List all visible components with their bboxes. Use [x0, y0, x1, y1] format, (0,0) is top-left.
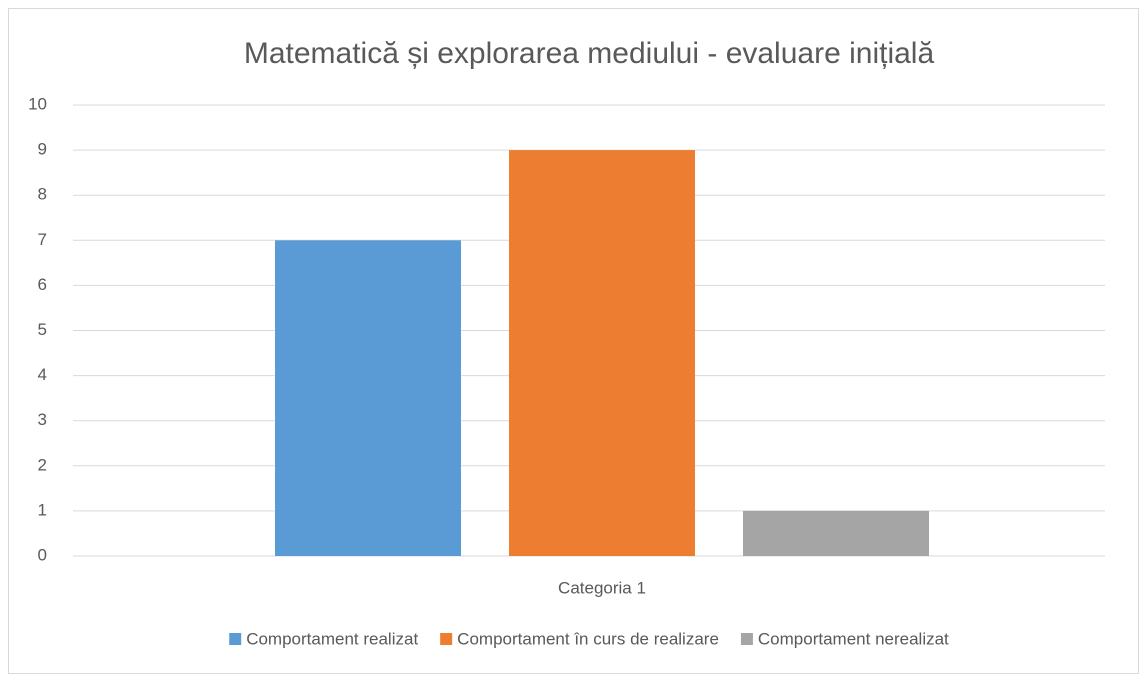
legend-swatch	[440, 633, 453, 645]
y-tick-label: 9	[38, 140, 47, 159]
y-tick-label: 2	[38, 455, 47, 474]
x-tick-label: Categoria 1	[558, 578, 646, 597]
chart-title: Matematică și explorarea mediului - eval…	[244, 37, 935, 70]
y-tick-label: 5	[38, 320, 47, 339]
y-tick-label: 8	[38, 185, 47, 204]
legend-swatch	[229, 633, 242, 645]
y-tick-label: 3	[38, 410, 47, 429]
legend-label: Comportament realizat	[246, 629, 418, 648]
legend-label: Comportament în curs de realizare	[457, 629, 719, 648]
y-tick-label: 1	[38, 500, 47, 519]
bar	[743, 510, 929, 556]
legend-label: Comportament nerealizat	[758, 629, 949, 648]
y-tick-label: 0	[38, 545, 47, 564]
y-tick-label: 7	[38, 230, 47, 249]
legend-swatch	[740, 633, 753, 645]
y-tick-label: 4	[38, 365, 47, 384]
bar	[275, 240, 461, 557]
y-tick-label: 10	[28, 94, 47, 113]
y-tick-label: 6	[38, 275, 47, 294]
bar	[509, 150, 695, 556]
